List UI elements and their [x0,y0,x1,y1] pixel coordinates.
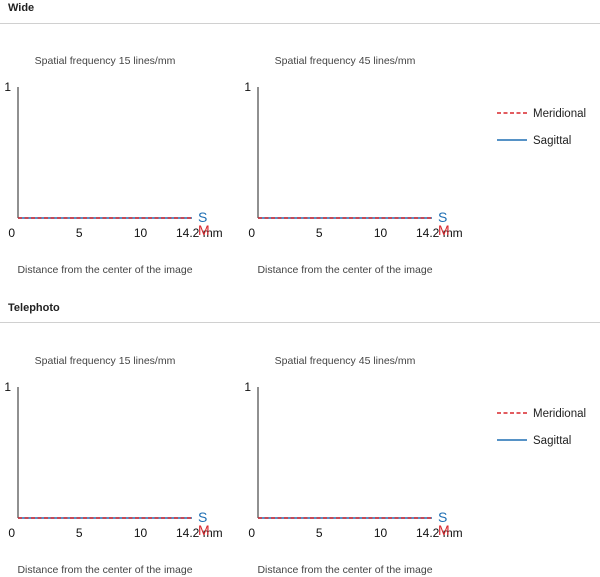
chart-0-0-title: Spatial frequency 15 lines/mm [35,55,176,67]
chart-0-0-end-label-m: M [198,222,210,238]
chart-1-1-title: Spatial frequency 45 lines/mm [275,355,416,367]
chart-0-0-y-tick-label: 1 [4,80,11,94]
chart-1-1-x-axis-label: Distance from the center of the image [257,564,432,576]
section-divider-telephoto [0,322,600,323]
chart-1-0-x-tick-label-2: 10 [134,526,148,540]
section-divider-wide [0,23,600,24]
chart-1-0-end-label-s: S [198,509,207,525]
chart-1-1-x-tick-label-3: 14.2 mm [416,526,463,540]
chart-1-1-x-tick-label-1: 5 [316,526,323,540]
chart-0-1-x-axis-label: Distance from the center of the image [257,264,432,276]
legend-1-label-meridional: Meridional [533,408,586,420]
section-title-telephoto: Telephoto [8,302,60,314]
chart-1-1-x-tick-label-0: 0 [248,526,255,540]
chart-0-1-y-tick-label: 1 [244,80,251,94]
chart-1-0-y-tick-label: 1 [4,380,11,394]
chart-1-1-end-label-s: S [438,509,447,525]
chart-1-0-x-tick-label-0: 0 [8,526,15,540]
chart-0-0-x-tick-label-3: 14.2 mm [176,226,223,240]
chart-1-0-x-tick-label-1: 5 [76,526,83,540]
chart-0-1-x-tick-label-2: 10 [374,226,388,240]
chart-0-0-x-tick-label-1: 5 [76,226,83,240]
chart-0-1-x-tick-label-0: 0 [248,226,255,240]
chart-1-1-end-label-m: M [438,522,450,538]
chart-0-0-x-tick-label-2: 10 [134,226,148,240]
chart-0-1-x-tick-label-3: 14.2 mm [416,226,463,240]
chart-1-1-x-tick-label-2: 10 [374,526,388,540]
chart-1-0-title: Spatial frequency 15 lines/mm [35,355,176,367]
legend-1-label-sagittal: Sagittal [533,435,571,447]
chart-0-1-end-label-m: M [438,222,450,238]
chart-0-1-x-tick-label-1: 5 [316,226,323,240]
chart-1-0-x-tick-label-3: 14.2 mm [176,526,223,540]
chart-0-0-x-tick-label-0: 0 [8,226,15,240]
chart-0-0-end-label-s: S [198,209,207,225]
chart-0-1-title: Spatial frequency 45 lines/mm [275,55,416,67]
legend-0-label-sagittal: Sagittal [533,135,571,147]
legend-0-label-meridional: Meridional [533,108,586,120]
chart-0-1-end-label-s: S [438,209,447,225]
chart-0-0-x-axis-label: Distance from the center of the image [17,264,192,276]
chart-1-0-x-axis-label: Distance from the center of the image [17,564,192,576]
section-title-wide: Wide [8,2,35,14]
chart-1-0-end-label-m: M [198,522,210,538]
chart-1-1-y-tick-label: 1 [244,380,251,394]
